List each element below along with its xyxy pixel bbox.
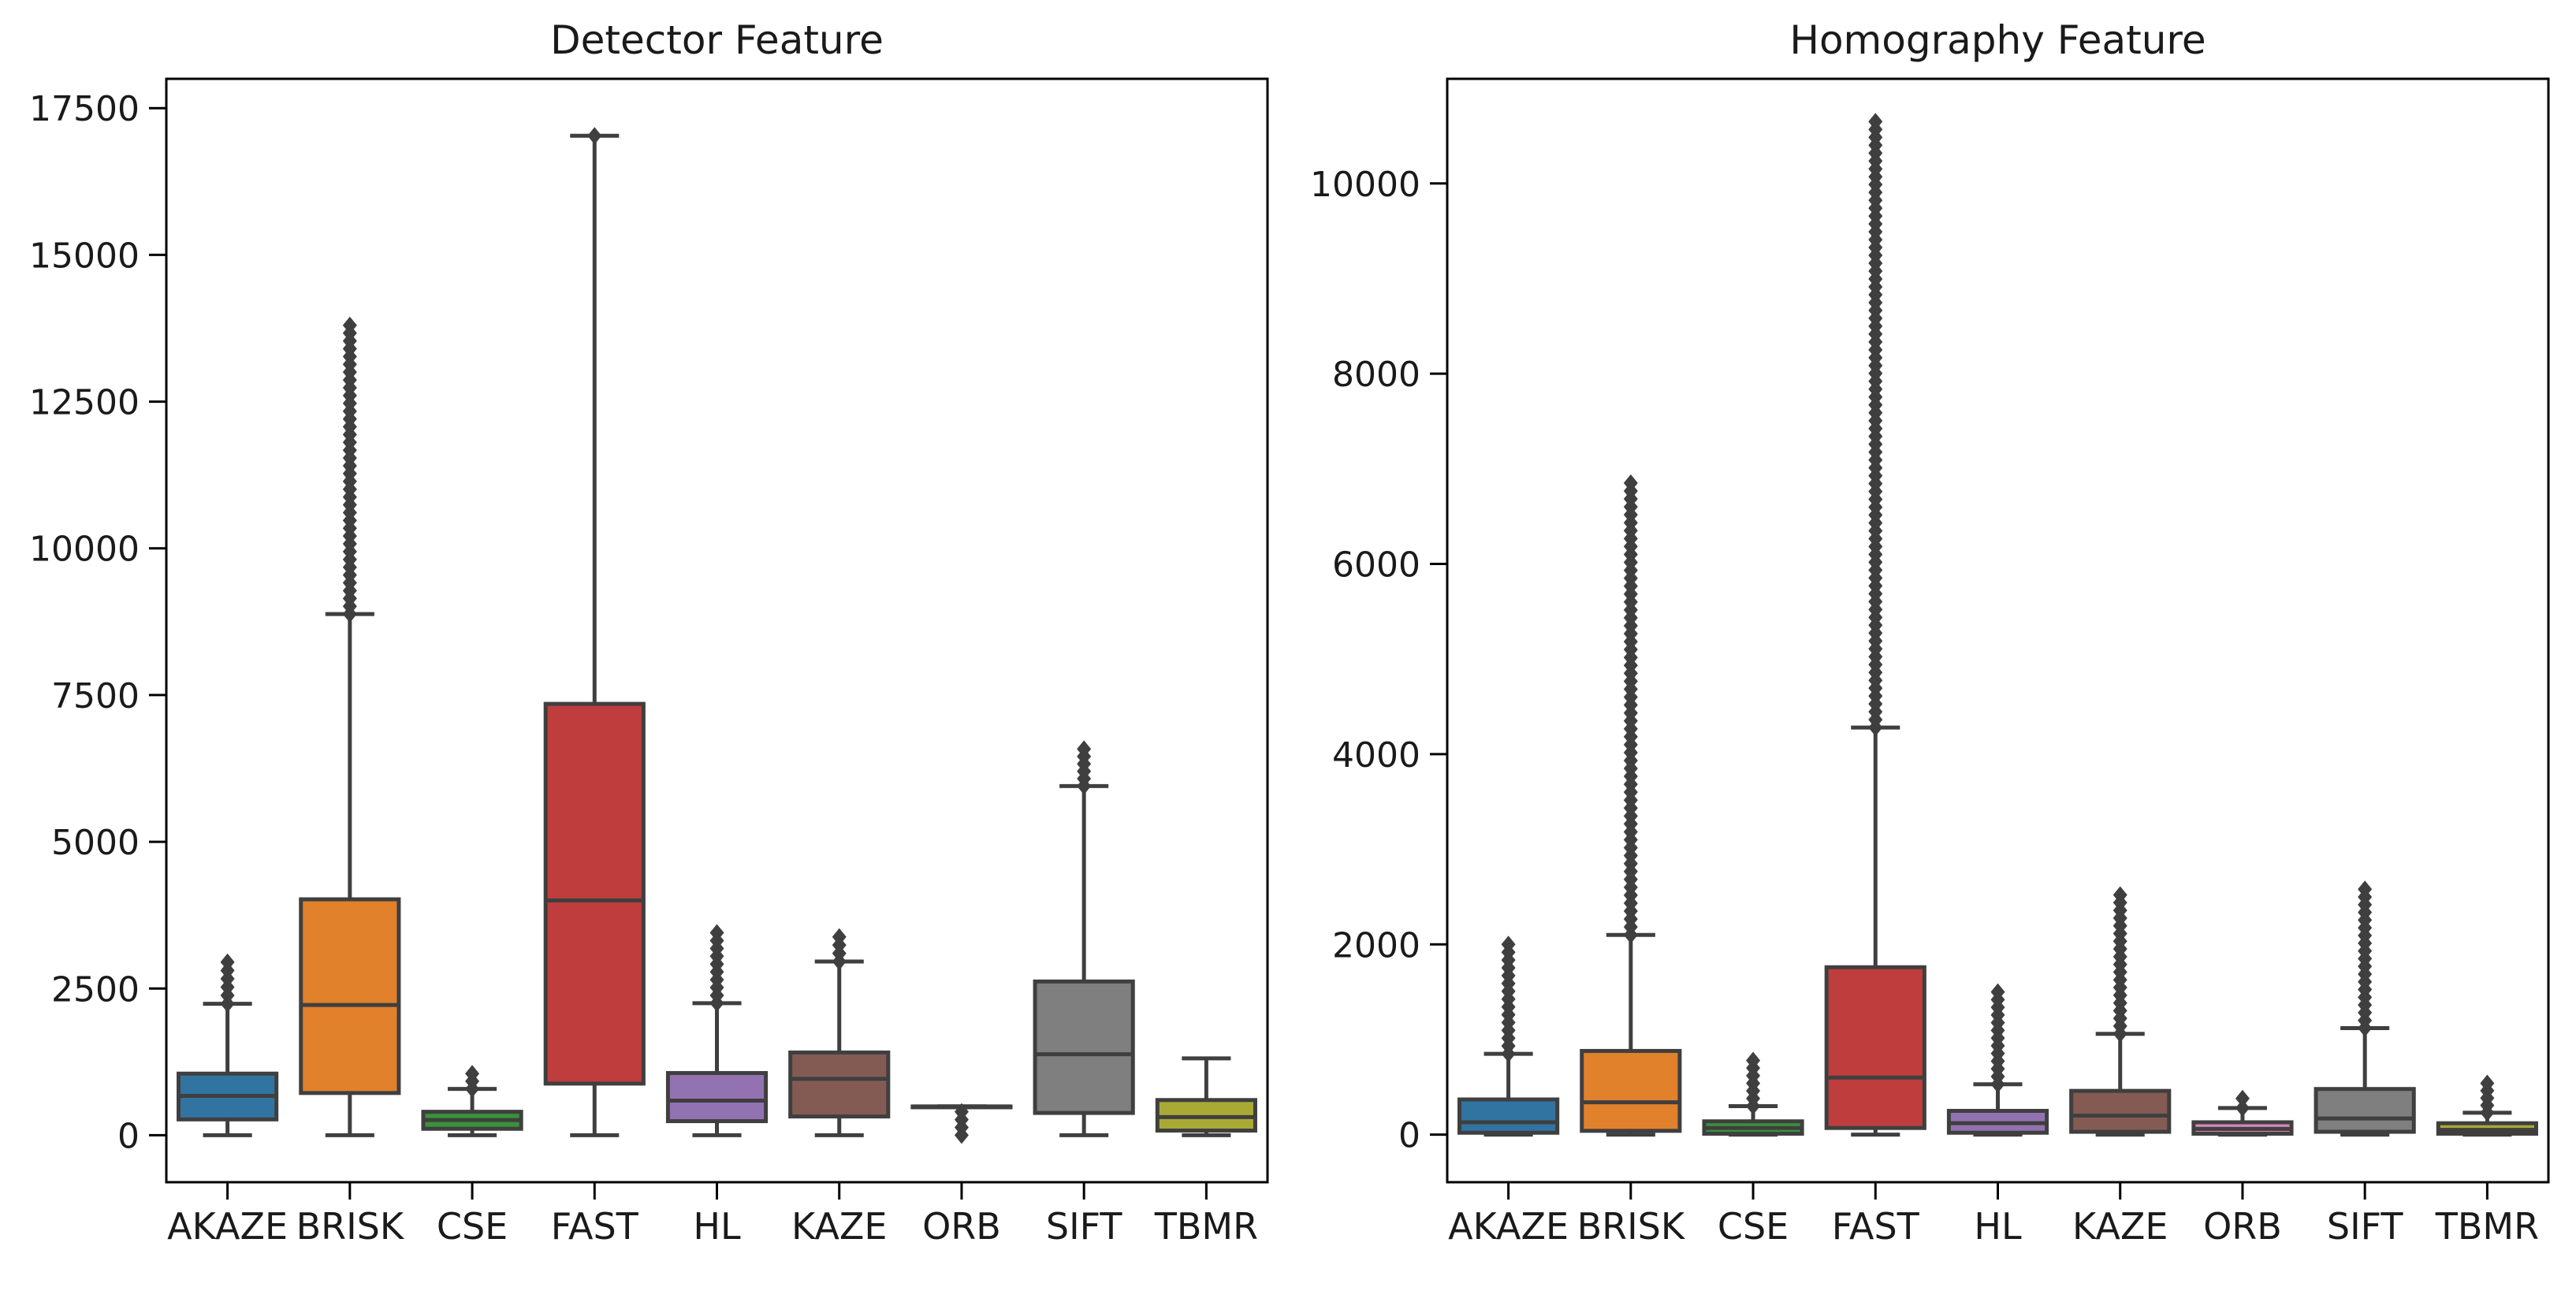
outlier-point (1990, 1075, 2005, 1093)
box-tbmr (1155, 1056, 1257, 1137)
x-tick-label: HL (1974, 1205, 2022, 1248)
box-sift (2314, 880, 2416, 1137)
outlier-point (465, 1080, 480, 1098)
outlier-point (1623, 926, 1638, 944)
x-tick-label: KAZE (2072, 1205, 2168, 1248)
x-tick-label: FAST (551, 1205, 639, 1248)
y-tick-label: 5000 (51, 823, 140, 863)
y-tick-label: 2000 (1332, 925, 1420, 965)
y-tick-label: 8000 (1332, 355, 1420, 395)
iqr-box (788, 1050, 891, 1119)
y-tick-label: 6000 (1332, 545, 1420, 586)
chart-title: Homography Feature (1789, 17, 2206, 63)
outlier-point (1501, 1045, 1516, 1063)
x-tick-label: HL (693, 1205, 741, 1248)
iqr-box (665, 1070, 769, 1124)
x-tick-label: FAST (1832, 1205, 1920, 1248)
x-tick-label: CSE (1718, 1205, 1789, 1248)
box-tbmr (2436, 1074, 2538, 1137)
x-tick-label: TBMR (1154, 1205, 1258, 1248)
x-tick-label: BRISK (1577, 1205, 1686, 1248)
outlier-point (2358, 1019, 2373, 1037)
x-tick-label: ORB (922, 1205, 1001, 1248)
y-tick-label: 7500 (51, 676, 140, 716)
y-tick-label: 2500 (51, 969, 140, 1010)
x-tick-label: CSE (437, 1205, 508, 1248)
x-tick-label: AKAZE (167, 1205, 288, 1248)
chart-title: Detector Feature (550, 17, 884, 63)
outlier-point (1868, 719, 1883, 737)
box-hl (665, 924, 769, 1137)
outlier-point (1746, 1097, 1761, 1115)
outlier-point (1077, 777, 1092, 795)
iqr-box (1033, 979, 1135, 1115)
plot-frame (165, 77, 1269, 1184)
iqr-box (1580, 1048, 1682, 1133)
box-brisk (299, 316, 401, 1137)
x-tick-label: SIFT (1046, 1205, 1122, 1248)
box-hl (1946, 983, 2049, 1137)
x-tick-label: TBMR (2435, 1205, 2539, 1248)
box-orb (2191, 1089, 2294, 1137)
outlier-point (2113, 1025, 2127, 1043)
box-brisk (1580, 474, 1682, 1137)
iqr-box (2314, 1087, 2416, 1134)
box-fast (543, 127, 646, 1137)
plot-frame (1446, 77, 2550, 1184)
outlier-point (832, 953, 847, 970)
outlier-point (2235, 1099, 2250, 1117)
outlier-point (954, 1126, 969, 1144)
box-sift (1033, 740, 1135, 1137)
x-tick-label: BRISK (296, 1205, 405, 1248)
iqr-box (2069, 1088, 2172, 1134)
outlier-point (220, 995, 235, 1013)
x-tick-label: KAZE (791, 1205, 887, 1248)
outlier-point (709, 994, 724, 1012)
box-cse (421, 1065, 523, 1137)
box-orb (910, 1103, 1013, 1144)
y-tick-label: 10000 (29, 530, 140, 570)
outlier-point (2235, 1089, 2250, 1107)
outlier-point (587, 127, 602, 145)
iqr-box (543, 701, 646, 1086)
box-kaze (2069, 886, 2172, 1137)
y-tick-label: 10000 (1310, 165, 1420, 205)
y-tick-label: 17500 (29, 89, 140, 129)
outlier-point (342, 605, 357, 623)
box-kaze (788, 928, 891, 1137)
x-tick-label: SIFT (2327, 1205, 2403, 1248)
y-tick-label: 4000 (1332, 735, 1420, 776)
box-cse (1702, 1051, 1804, 1137)
y-tick-label: 0 (1398, 1116, 1420, 1156)
iqr-box (1457, 1097, 1560, 1135)
chart-homography-feature: Homography Feature 0 2000 4000 6000 8000 10000… (1310, 17, 2550, 1248)
x-tick-label: ORB (2203, 1205, 2282, 1248)
y-tick-label: 0 (117, 1116, 140, 1156)
box-akaze (1457, 936, 1560, 1137)
chart-detector-feature: Detector Feature 0 2500 5000 7500 10000 12500 1… (29, 17, 1269, 1248)
y-tick-label: 15000 (29, 236, 140, 276)
iqr-box (1824, 965, 1926, 1130)
box-akaze (177, 953, 279, 1137)
y-tick-label: 12500 (29, 383, 140, 423)
box-fast (1824, 113, 1926, 1137)
x-tick-label: AKAZE (1448, 1205, 1569, 1248)
outlier-point (2480, 1103, 2495, 1122)
iqr-box (299, 897, 401, 1096)
